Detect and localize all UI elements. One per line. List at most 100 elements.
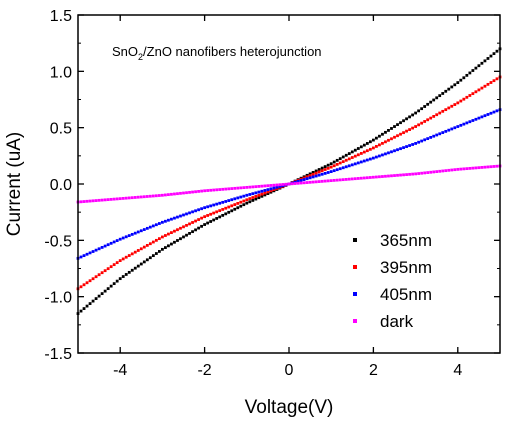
data-point xyxy=(393,125,396,128)
data-point xyxy=(236,186,240,190)
data-point xyxy=(118,237,122,241)
data-point xyxy=(176,239,179,242)
data-point xyxy=(269,184,273,187)
data-point xyxy=(362,150,366,154)
data-point xyxy=(387,174,390,178)
data-point xyxy=(97,294,101,298)
data-point xyxy=(188,211,191,215)
legend-label: dark xyxy=(380,312,414,331)
data-point xyxy=(203,215,206,219)
data-point xyxy=(139,247,143,251)
y-tick-label: -1.5 xyxy=(44,346,72,363)
y-tick-label: 0.5 xyxy=(50,121,72,138)
data-point xyxy=(326,179,330,183)
data-point xyxy=(127,254,131,257)
data-point xyxy=(257,193,261,197)
data-point xyxy=(465,167,469,171)
data-point xyxy=(429,170,433,174)
data-point xyxy=(227,205,231,209)
data-point xyxy=(218,209,222,213)
data-point xyxy=(432,115,436,118)
data-point xyxy=(167,232,170,236)
data-point xyxy=(145,226,149,230)
data-point xyxy=(212,188,216,192)
data-point xyxy=(145,195,149,198)
data-point xyxy=(94,248,98,252)
data-point xyxy=(462,76,466,80)
data-point xyxy=(320,172,324,176)
x-tick-label: -2 xyxy=(197,362,211,379)
data-point xyxy=(396,123,399,127)
data-point xyxy=(429,116,433,120)
data-point xyxy=(179,237,182,241)
data-point xyxy=(287,182,291,186)
data-point xyxy=(368,157,372,161)
data-point xyxy=(450,85,454,89)
data-point xyxy=(335,162,339,166)
data-point xyxy=(393,135,396,139)
data-point xyxy=(254,185,258,189)
data-point xyxy=(118,259,122,263)
data-point xyxy=(372,146,375,150)
data-point xyxy=(278,185,282,188)
data-point xyxy=(112,263,116,267)
data-point xyxy=(212,203,216,207)
data-point xyxy=(308,172,312,176)
data-point xyxy=(79,200,83,204)
data-point xyxy=(82,200,86,203)
data-point xyxy=(438,111,442,115)
data-point xyxy=(236,196,240,200)
data-point xyxy=(381,141,384,145)
data-point xyxy=(254,191,258,195)
data-point xyxy=(203,189,206,193)
data-point xyxy=(489,111,493,115)
data-point xyxy=(486,113,490,116)
data-point xyxy=(483,84,487,88)
data-point xyxy=(423,105,427,108)
data-point xyxy=(272,183,276,187)
data-point xyxy=(302,181,306,185)
data-point xyxy=(182,225,185,229)
data-point xyxy=(320,169,324,173)
data-point xyxy=(299,179,303,182)
data-point xyxy=(88,251,92,255)
data-point xyxy=(329,170,333,174)
data-point xyxy=(381,175,384,178)
data-point xyxy=(209,204,213,208)
data-point xyxy=(290,182,294,186)
data-point xyxy=(408,172,411,176)
data-point xyxy=(299,181,303,185)
data-point xyxy=(260,192,264,196)
data-point xyxy=(157,194,161,197)
data-point xyxy=(173,229,176,233)
data-point xyxy=(456,125,460,128)
data-point xyxy=(109,284,113,288)
y-tick-label: 1.5 xyxy=(50,8,72,25)
data-point xyxy=(133,266,137,270)
data-point xyxy=(492,52,496,56)
data-point xyxy=(311,180,315,184)
data-point xyxy=(251,199,255,202)
data-point xyxy=(173,240,176,244)
data-point xyxy=(227,210,231,214)
data-point xyxy=(365,176,369,180)
data-point xyxy=(320,166,324,170)
data-point xyxy=(356,161,360,165)
data-point xyxy=(396,134,399,138)
x-tick-label: -4 xyxy=(113,362,127,379)
series-395nm xyxy=(76,75,502,291)
data-point xyxy=(263,184,267,188)
data-point xyxy=(103,269,107,273)
data-point xyxy=(85,252,89,256)
data-point xyxy=(115,261,119,265)
data-point xyxy=(387,151,390,155)
data-point xyxy=(302,178,306,181)
data-point xyxy=(483,165,487,169)
data-point xyxy=(115,197,119,201)
data-point xyxy=(109,197,113,201)
data-point xyxy=(332,169,336,173)
data-point xyxy=(130,268,134,272)
data-point xyxy=(118,277,122,281)
data-point xyxy=(91,199,95,203)
